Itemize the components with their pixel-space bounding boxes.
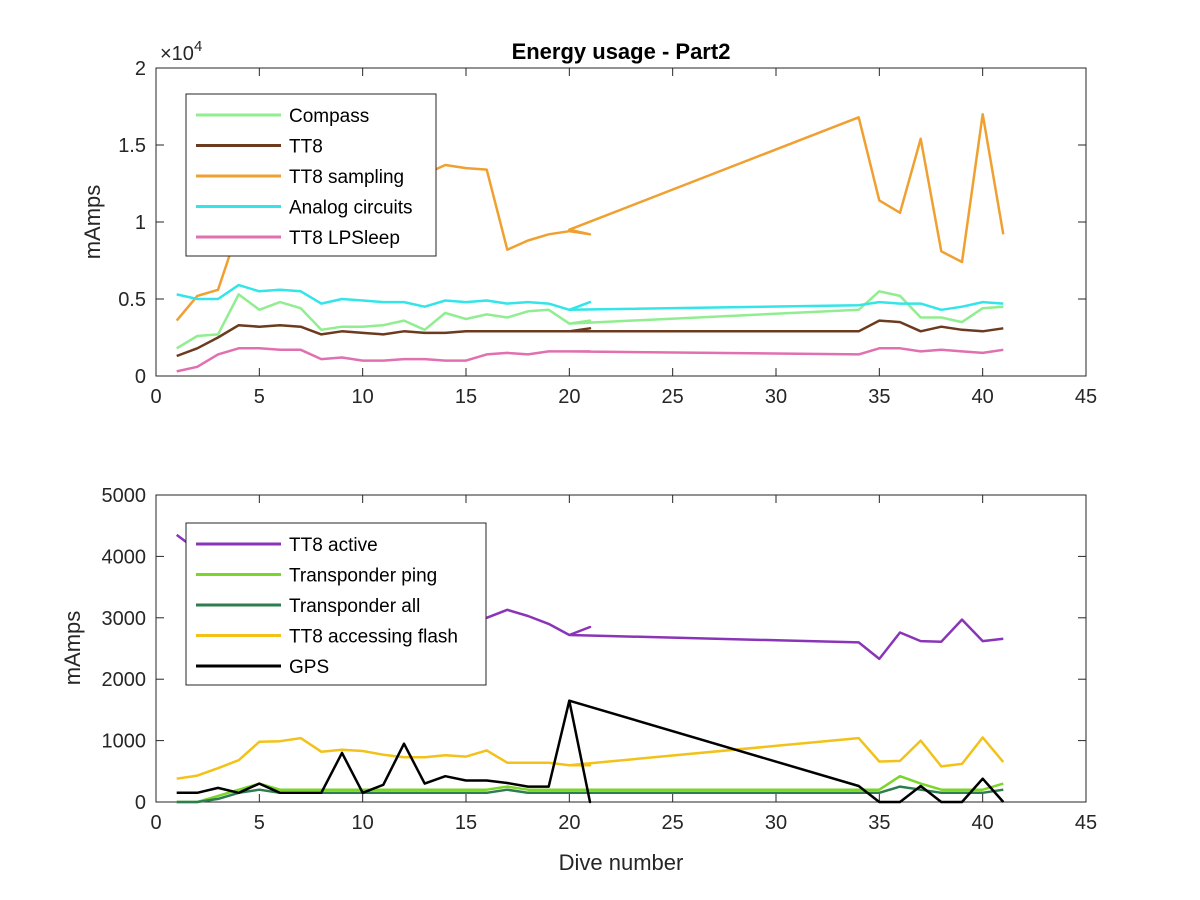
x-tick-label: 25: [662, 812, 684, 834]
legend-entry: Analog circuits: [289, 198, 413, 219]
y-tick-label: 4000: [102, 546, 147, 568]
x-tick-label: 40: [972, 386, 994, 408]
legend-entry: TT8 active: [289, 535, 378, 556]
x-tick-label: 30: [765, 386, 787, 408]
x-tick-label: 0: [150, 812, 161, 834]
series-line-tt8: [176, 319, 1004, 358]
legend-entry: Transponder all: [289, 596, 420, 617]
x-tick-label: 30: [765, 812, 787, 834]
x-tick-label: 5: [254, 386, 265, 408]
y-tick-label: 0: [135, 792, 146, 814]
x-tick-label: 40: [972, 812, 994, 834]
y-tick-label: 1000: [102, 731, 147, 753]
x-tick-label: 35: [868, 386, 890, 408]
x-tick-label: 0: [150, 386, 161, 408]
legend: Compass TT8 TT8 sampling Analog circuits TT8…: [185, 93, 437, 257]
y-tick-label: 5000: [102, 485, 147, 507]
y-tick-label: 0.5: [118, 289, 146, 311]
energy-chart-top: 0 5 10 15 20 25 30 35 40 45 0 0.5 1 1.5 2 Energy usage…: [80, 38, 1097, 408]
legend: TT8 active Transponder ping Transponder al…: [185, 522, 487, 686]
exponent-label: ×104: [160, 38, 202, 65]
series-line-compass: [176, 290, 1004, 350]
legend-entry: TT8: [289, 137, 323, 158]
y-tick-label: 3000: [102, 608, 147, 630]
legend-entry: GPS: [289, 657, 329, 678]
y-tick-label: 2: [135, 58, 146, 80]
axis-ticks: 0 5 10 15 20 25 30 35 40 45 0 0.5 1 1.5 2: [118, 58, 1097, 408]
series-line-tt8-lpsleep: [176, 347, 1004, 373]
x-tick-label: 25: [662, 386, 684, 408]
legend-entry: Transponder ping: [289, 566, 437, 587]
x-tick-label: 45: [1075, 386, 1097, 408]
x-tick-label: 15: [455, 812, 477, 834]
y-axis-label: mAmps: [60, 611, 85, 686]
x-tick-label: 5: [254, 812, 265, 834]
y-tick-label: 1.5: [118, 135, 146, 157]
axis-ticks: 0 5 10 15 20 25 30 35 40 45 0 1000 2000 3000 4000 5000: [102, 485, 1098, 834]
x-tick-label: 10: [352, 386, 374, 408]
series-line-tt8-accessing-flash: [176, 736, 1005, 780]
x-tick-label: 35: [868, 812, 890, 834]
x-tick-label: 20: [558, 386, 580, 408]
y-tick-label: 2000: [102, 669, 147, 691]
series-lines: [175, 112, 1005, 373]
x-tick-label: 10: [352, 812, 374, 834]
x-tick-label: 20: [558, 812, 580, 834]
legend-entry: TT8 LPSleep: [289, 228, 400, 249]
series-line-gps: [176, 699, 1005, 804]
legend-entry: TT8 sampling: [289, 167, 404, 188]
x-tick-label: 15: [455, 386, 477, 408]
x-axis-label: Dive number: [559, 850, 684, 875]
series-line-transponder-ping: [176, 774, 1004, 804]
chart-title: Energy usage - Part2: [512, 39, 731, 64]
energy-chart-bottom: 0 5 10 15 20 25 30 35 40 45010002000300040005000 …: [60, 485, 1097, 875]
exponent-base: ×10: [160, 43, 194, 65]
legend-entry: Compass: [289, 106, 369, 127]
y-axis-label: mAmps: [80, 185, 105, 260]
y-tick-label: 0: [135, 366, 146, 388]
x-tick-label: 45: [1075, 812, 1097, 834]
y-tick-label: 1: [135, 212, 146, 234]
series-line-analog-circuits: [176, 283, 1004, 312]
legend-entry: TT8 accessing flash: [289, 627, 458, 648]
exponent-power: 4: [194, 38, 202, 55]
